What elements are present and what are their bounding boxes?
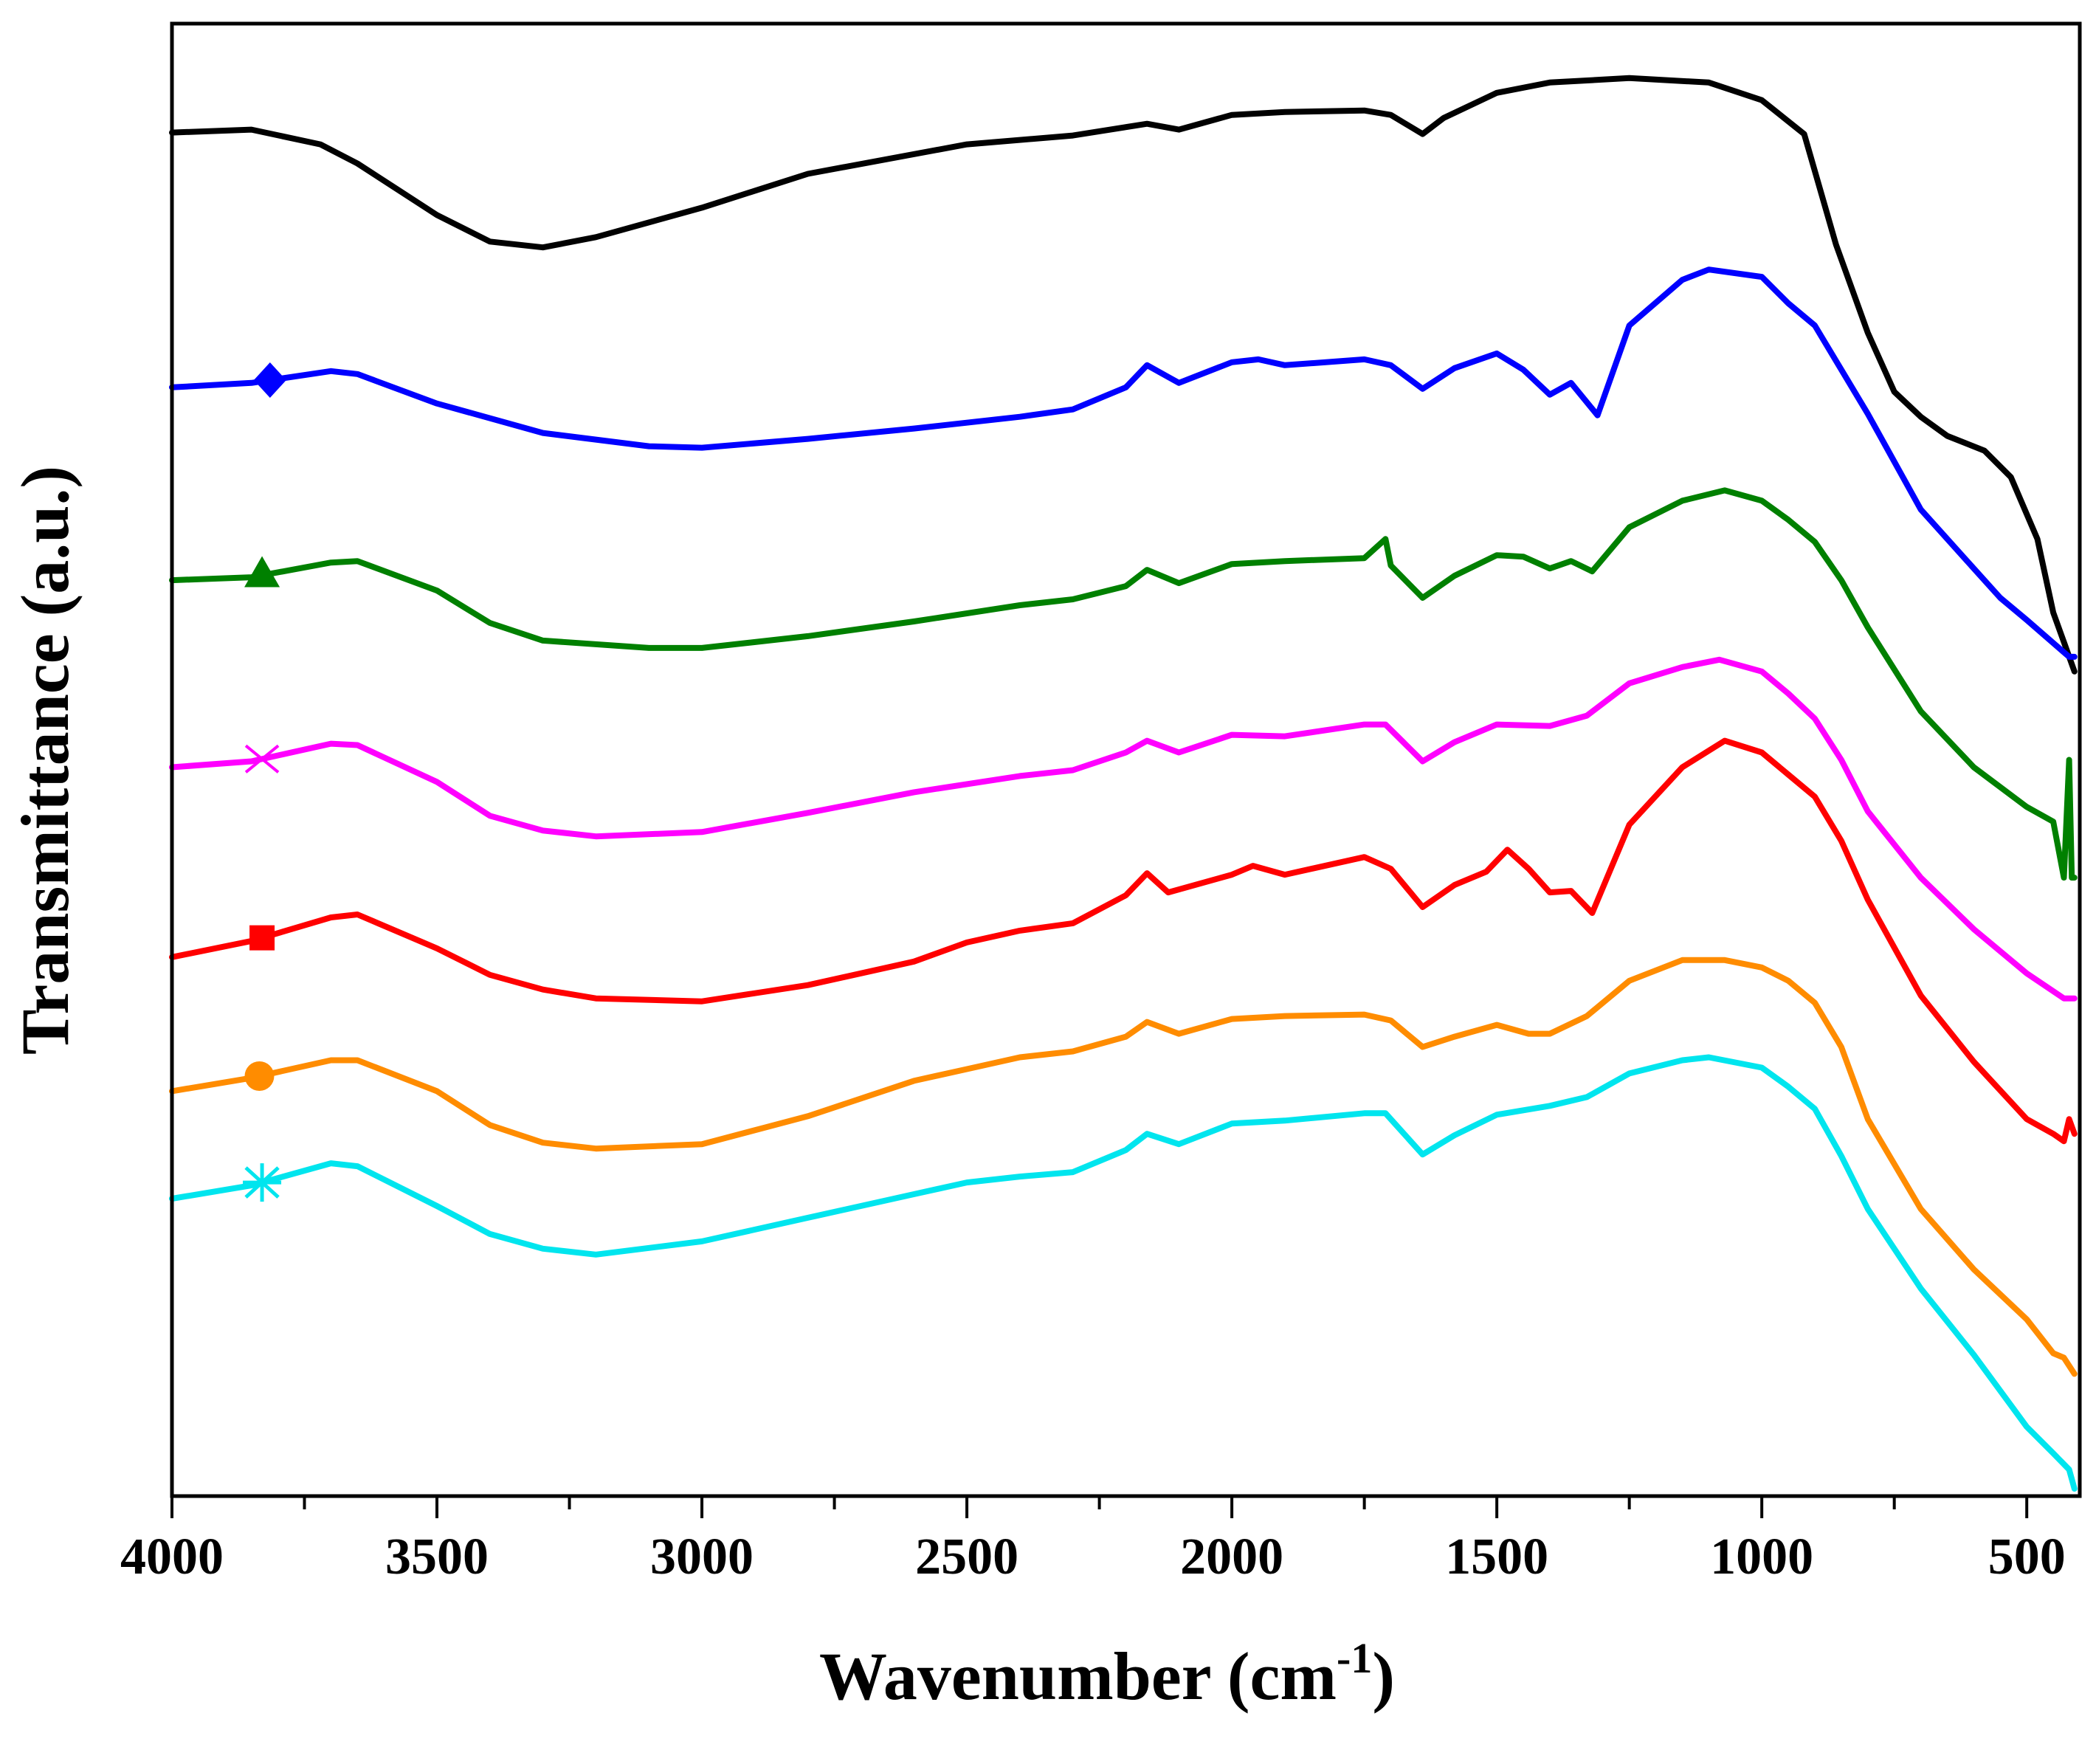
series-marker-red <box>249 925 275 951</box>
x-tick-label: 3500 <box>385 1529 489 1585</box>
series-line-orange <box>169 957 2078 1377</box>
x-axis-title-superscript: -1 <box>1337 1634 1372 1682</box>
plot-frame <box>170 21 2082 1498</box>
x-tick-label: 4000 <box>120 1529 224 1585</box>
series-layer <box>169 75 2078 1492</box>
y-axis-title: Transmittance (a.u.) <box>7 466 83 1055</box>
x-tick-label: 2000 <box>1180 1529 1283 1585</box>
x-axis-title: Wavenumber (cm-1) <box>819 1634 1395 1714</box>
series-line-black <box>169 75 2078 675</box>
x-tick-label: 3000 <box>650 1529 754 1585</box>
series-marker-blue <box>253 362 286 399</box>
x-tick-label: 2500 <box>915 1529 1018 1585</box>
series-line-cyan <box>169 1054 2078 1492</box>
series-line-red <box>169 737 2078 1145</box>
x-axis-title-main: Wavenumber (cm <box>819 1639 1337 1714</box>
series-marker-orange <box>244 1061 275 1092</box>
x-tick-label: 1000 <box>1710 1529 1813 1585</box>
marker-layer <box>243 362 286 1202</box>
x-tick-label: 1500 <box>1445 1529 1548 1585</box>
series-line-magenta <box>169 656 2078 1002</box>
x-axis-title-suffix: ) <box>1372 1639 1395 1714</box>
series-line-blue <box>169 266 2078 660</box>
series-marker-green <box>244 556 280 588</box>
series-line-green <box>169 487 2078 881</box>
x-tick-label: 500 <box>1988 1529 2066 1585</box>
series-marker-cyan <box>243 1163 282 1202</box>
series-marker-magenta <box>244 744 280 774</box>
x-axis-ticks: 4000 3500 3000 2500 2000 1500 1000 500 <box>120 1496 2066 1585</box>
